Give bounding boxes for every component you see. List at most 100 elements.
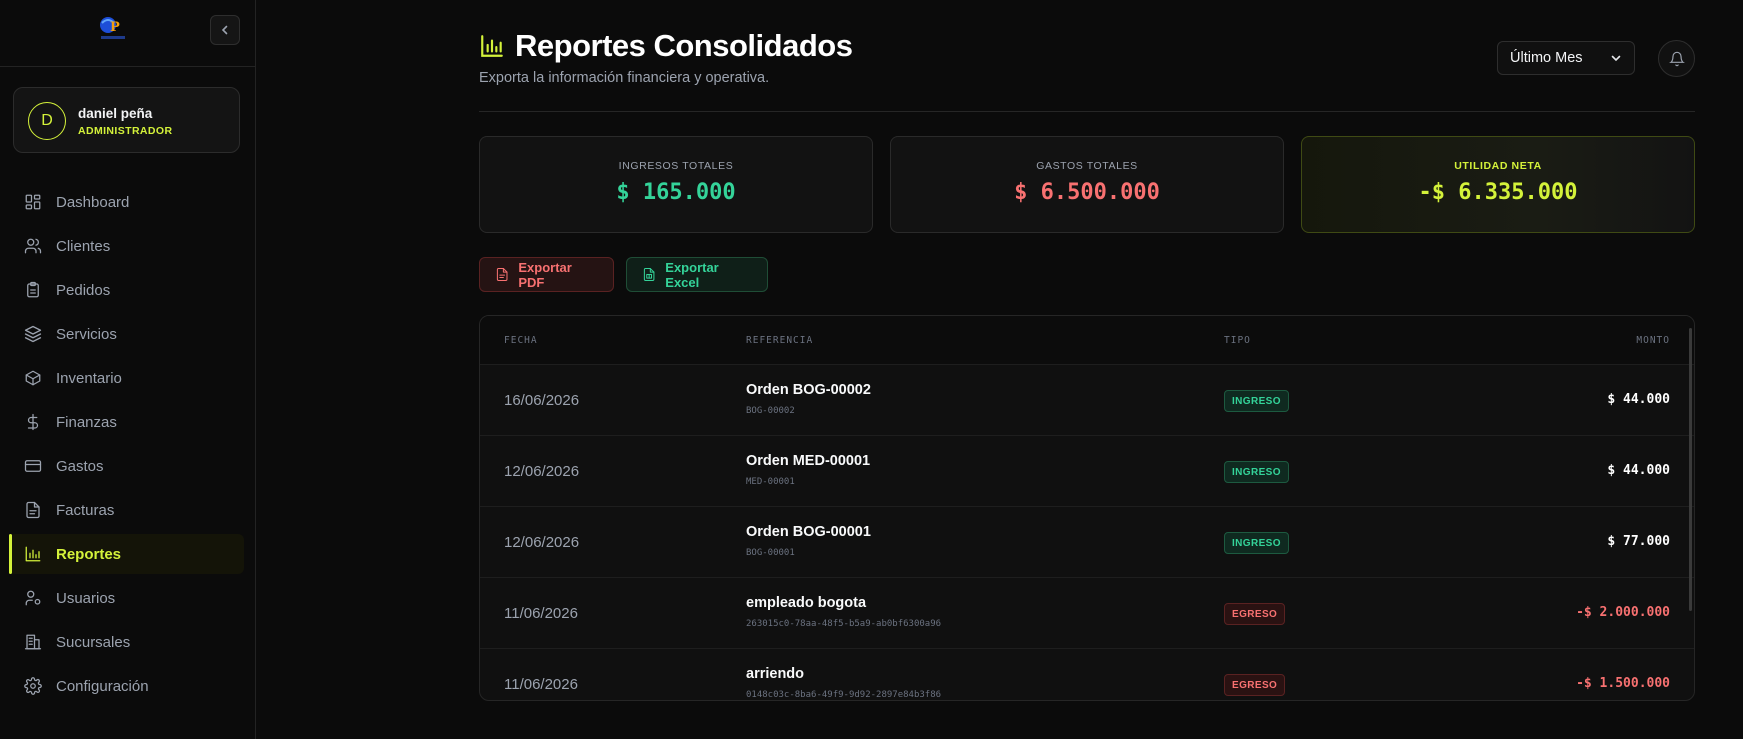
users-icon: [24, 238, 42, 254]
sidebar-item-configuracion[interactable]: Configuración: [9, 666, 244, 706]
sidebar-item-label: Reportes: [56, 545, 122, 563]
row-reference: Orden MED-00001: [746, 453, 871, 469]
sidebar-item-usuarios[interactable]: Usuarios: [9, 578, 244, 618]
svg-text:P: P: [110, 20, 120, 35]
income-card: INGRESOS TOTALES $ 165.000: [479, 136, 873, 233]
grid-icon: [25, 194, 41, 210]
column-header-date[interactable]: FECHA: [504, 335, 538, 346]
sidebar-item-label: Pedidos: [56, 281, 111, 299]
row-amount: -$ 1.500.000: [1576, 676, 1670, 691]
row-reference: Orden BOG-00001: [746, 524, 871, 540]
row-reference: arriendo: [746, 666, 805, 682]
table-row[interactable]: 16/06/2026 Orden BOG-00002 BOG-00002 INGRES…: [480, 364, 1694, 435]
export-excel-label: Exportar Excel: [665, 259, 719, 290]
period-select[interactable]: Último Mes: [1497, 41, 1635, 75]
income-label: INGRESOS TOTALES: [618, 160, 734, 172]
company-logo: P: [100, 17, 125, 39]
sidebar-item-facturas[interactable]: Facturas: [9, 490, 244, 530]
user-name: daniel peña: [78, 106, 153, 121]
row-amount: -$ 2.000.000: [1576, 605, 1670, 620]
column-header-type[interactable]: TIPO: [1224, 335, 1251, 346]
type-badge: EGRESO: [1224, 603, 1286, 625]
user-profile-card[interactable]: D daniel peña ADMINISTRADOR: [13, 87, 240, 153]
row-amount: $ 44.000: [1607, 463, 1670, 478]
row-reference: empleado bogota: [746, 595, 867, 611]
bell-icon: [1668, 51, 1685, 66]
table-row[interactable]: 11/06/2026 empleado bogota 263015c0-78aa-4…: [480, 577, 1694, 648]
sidebar-item-label: Sucursales: [56, 633, 131, 651]
table-body: 16/06/2026 Orden BOG-00002 BOG-00002 INGRES…: [480, 364, 1694, 700]
page-title: Reportes Consolidados: [515, 28, 853, 63]
layers-icon: [24, 325, 42, 343]
net-profit-label: UTILIDAD NETA: [1454, 160, 1542, 172]
box-icon: [25, 370, 41, 386]
sidebar-item-label: Usuarios: [56, 589, 116, 607]
export-pdf-button[interactable]: Exportar PDF: [479, 257, 614, 292]
sidebar-item-inventario[interactable]: Inventario: [9, 358, 244, 398]
net-profit-value: -$ 6.335.000: [1418, 180, 1578, 205]
page-subtitle: Exporta la información financiera y oper…: [479, 70, 770, 86]
row-reference-id: BOG-00001: [746, 548, 795, 558]
main-content: Reportes Consolidados Exporta la informa…: [479, 0, 1695, 739]
collapse-sidebar-button[interactable]: [210, 15, 240, 45]
net-profit-card: UTILIDAD NETA -$ 6.335.000: [1301, 136, 1695, 233]
chevron-down-icon: [1611, 55, 1621, 62]
sidebar-item-sucursales[interactable]: Sucursales: [9, 622, 244, 662]
sidebar-item-servicios[interactable]: Servicios: [9, 314, 244, 354]
sidebar-item-label: Dashboard: [56, 193, 130, 211]
row-date: 12/06/2026: [504, 463, 580, 480]
export-pdf-label: Exportar PDF: [518, 259, 572, 290]
period-select-value: Último Mes: [1510, 50, 1583, 66]
avatar: D: [28, 102, 66, 140]
table-scrollbar[interactable]: [1689, 328, 1692, 611]
row-amount: $ 44.000: [1607, 392, 1670, 407]
sidebar-item-gastos[interactable]: Gastos: [9, 446, 244, 486]
column-header-reference[interactable]: REFERENCIA: [746, 335, 814, 346]
sidebar-item-label: Inventario: [56, 369, 122, 387]
income-value: $ 165.000: [616, 180, 736, 205]
header-divider: [479, 111, 1695, 112]
export-excel-button[interactable]: Exportar Excel: [626, 257, 768, 292]
sidebar-item-label: Facturas: [56, 501, 115, 519]
bar-chart-icon: [25, 546, 41, 562]
user-role: ADMINISTRADOR: [78, 125, 173, 137]
row-date: 11/06/2026: [504, 605, 578, 622]
type-badge: EGRESO: [1224, 674, 1286, 696]
table-header: FECHA REFERENCIA TIPO MONTO: [480, 316, 1694, 364]
page-header: Reportes Consolidados: [479, 28, 853, 64]
table-row[interactable]: 12/06/2026 Orden MED-00001 MED-00001 INGRES…: [480, 435, 1694, 506]
sidebar-item-dashboard[interactable]: Dashboard: [9, 182, 244, 222]
sidebar-item-reportes[interactable]: Reportes: [9, 534, 244, 574]
sidebar-item-pedidos[interactable]: Pedidos: [9, 270, 244, 310]
sidebar: P D daniel peña ADMINISTRADOR Dashboard …: [0, 0, 256, 739]
column-header-amount[interactable]: MONTO: [1636, 335, 1670, 346]
sidebar-item-clientes[interactable]: Clientes: [9, 226, 244, 266]
file-icon: [26, 501, 40, 519]
expenses-label: GASTOS TOTALES: [1036, 160, 1138, 172]
file-text-icon: [496, 268, 508, 281]
sidebar-item-label: Configuración: [56, 677, 149, 695]
row-reference-id: 263015c0-78aa-48f5-b5a9-ab0bf6300a96: [746, 619, 942, 629]
notifications-button[interactable]: [1658, 40, 1695, 77]
clipboard-icon: [27, 281, 39, 298]
row-reference: Orden BOG-00002: [746, 382, 871, 398]
dollar-icon: [27, 413, 39, 431]
sidebar-item-label: Servicios: [56, 325, 117, 343]
table-row[interactable]: 12/06/2026 Orden BOG-00001 BOG-00001 INGRES…: [480, 506, 1694, 577]
type-badge: INGRESO: [1224, 390, 1289, 412]
type-badge: INGRESO: [1224, 461, 1289, 483]
transactions-table: FECHA REFERENCIA TIPO MONTO 16/06/2026 Or…: [479, 315, 1695, 701]
row-reference-id: MED-00001: [746, 477, 795, 487]
sidebar-item-label: Gastos: [56, 457, 104, 475]
table-row[interactable]: 11/06/2026 arriendo 0148c03c-8ba6-49f9-9d9…: [480, 648, 1694, 700]
spreadsheet-icon: [643, 268, 655, 281]
building-icon: [24, 634, 42, 650]
row-date: 16/06/2026: [504, 392, 580, 409]
expenses-value: $ 6.500.000: [1014, 180, 1160, 205]
sidebar-item-label: Finanzas: [56, 413, 117, 431]
sidebar-item-label: Clientes: [56, 237, 111, 255]
sidebar-item-finanzas[interactable]: Finanzas: [9, 402, 244, 442]
type-badge: INGRESO: [1224, 532, 1289, 554]
row-date: 12/06/2026: [504, 534, 580, 551]
sidebar-header: P: [0, 0, 255, 67]
